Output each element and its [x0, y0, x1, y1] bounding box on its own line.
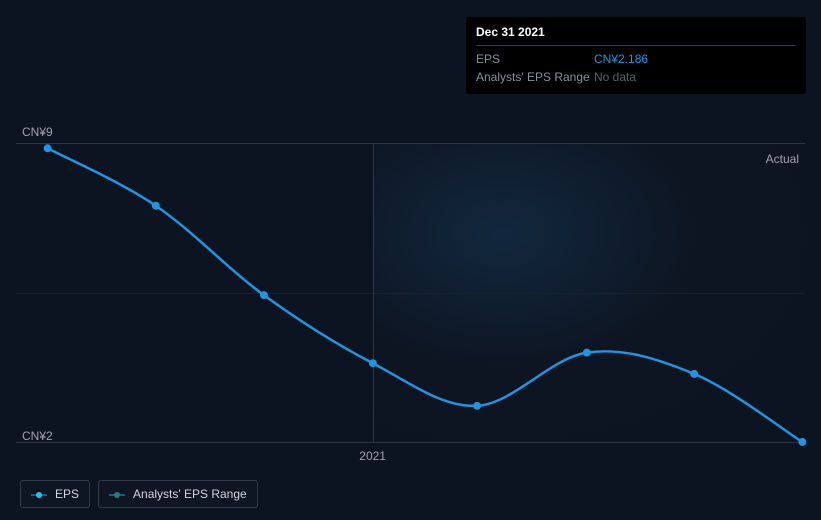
- tooltip-row-value: No data: [594, 70, 636, 84]
- chart-tooltip: Dec 31 2021 EPSCN¥2.186Analysts' EPS Ran…: [466, 17, 806, 94]
- legend-item-label: EPS: [55, 487, 79, 501]
- eps-line: [48, 148, 803, 442]
- tooltip-row-value: CN¥2.186: [594, 52, 648, 66]
- legend-swatch-icon: [31, 490, 47, 498]
- chart-legend: EPS Analysts' EPS Range: [20, 480, 258, 508]
- data-point[interactable]: [260, 291, 268, 299]
- legend-swatch-icon: [109, 490, 125, 498]
- eps-chart: CN¥9 CN¥2 Actual 2021: [16, 125, 805, 445]
- data-point[interactable]: [798, 438, 806, 446]
- tooltip-row: Analysts' EPS RangeNo data: [476, 68, 796, 86]
- data-point[interactable]: [369, 359, 377, 367]
- x-axis-tick: 2021: [359, 449, 386, 463]
- legend-item-range[interactable]: Analysts' EPS Range: [98, 480, 258, 508]
- y-axis-top-label: CN¥9: [22, 125, 53, 139]
- data-point[interactable]: [583, 349, 591, 357]
- data-point[interactable]: [152, 202, 160, 210]
- tooltip-row: EPSCN¥2.186: [476, 50, 796, 68]
- line-series-svg: [16, 144, 805, 442]
- legend-item-label: Analysts' EPS Range: [133, 487, 247, 501]
- plot-area[interactable]: Actual: [16, 143, 805, 443]
- data-point[interactable]: [473, 402, 481, 410]
- tooltip-row-label: EPS: [476, 52, 594, 66]
- tooltip-date: Dec 31 2021: [476, 25, 796, 46]
- legend-item-eps[interactable]: EPS: [20, 480, 90, 508]
- data-point[interactable]: [690, 370, 698, 378]
- tooltip-row-label: Analysts' EPS Range: [476, 70, 594, 84]
- data-point[interactable]: [44, 144, 52, 152]
